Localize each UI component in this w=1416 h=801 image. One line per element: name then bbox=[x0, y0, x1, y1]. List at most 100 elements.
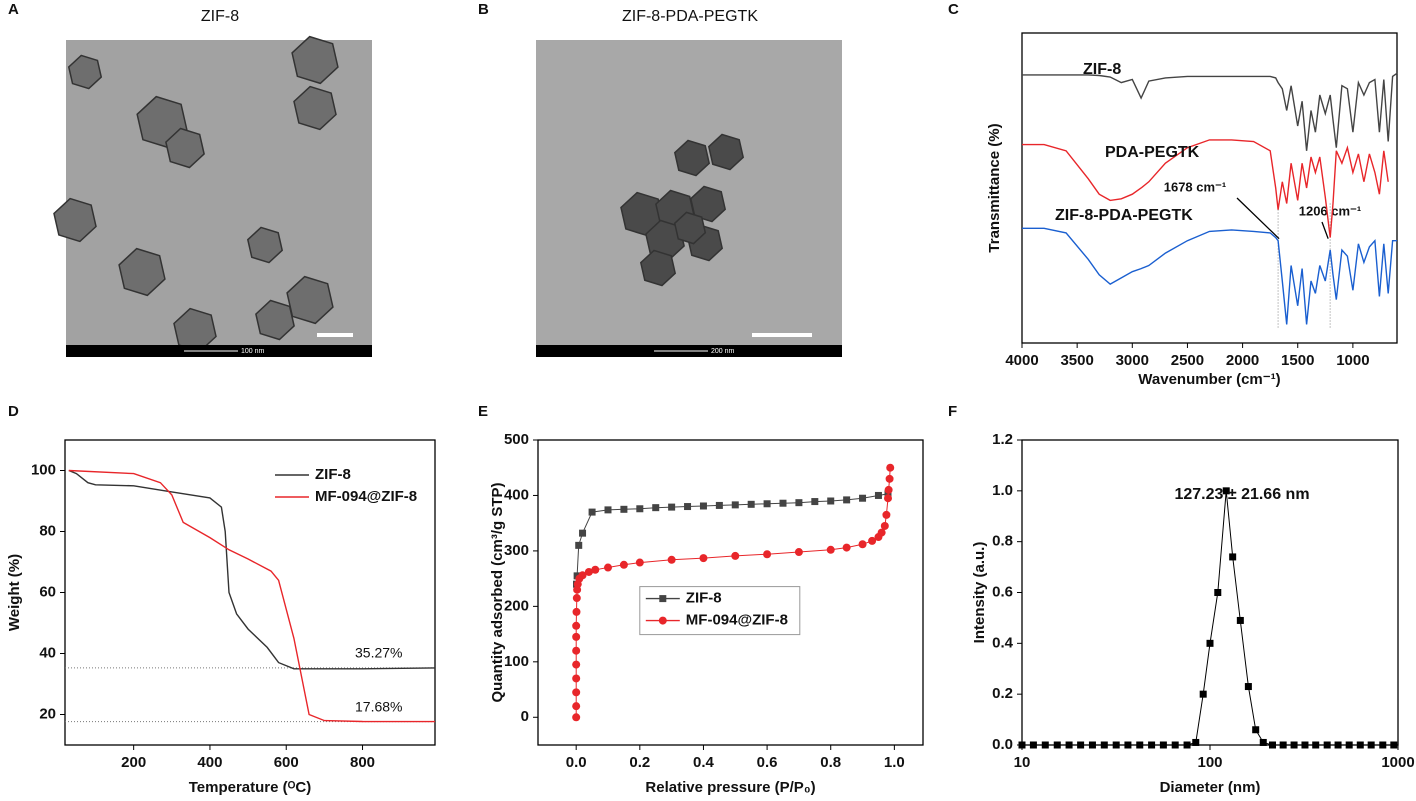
data-point bbox=[884, 485, 893, 494]
panel-label: F bbox=[948, 403, 957, 420]
data-point bbox=[880, 521, 889, 530]
y-axis-label: Weight (%) bbox=[6, 554, 23, 631]
data-point bbox=[1199, 690, 1207, 698]
annotation: 127.23 ± 21.66 nm bbox=[1174, 486, 1309, 503]
reference-label: 17.68% bbox=[355, 698, 402, 714]
data-point bbox=[1268, 741, 1276, 749]
data-point bbox=[588, 508, 596, 516]
data-point bbox=[1206, 639, 1214, 647]
data-point bbox=[652, 504, 660, 512]
data-point bbox=[827, 497, 835, 505]
x-tick-label: 0.8 bbox=[820, 754, 841, 771]
data-point bbox=[636, 505, 644, 513]
x-tick-label: 0.0 bbox=[566, 754, 587, 771]
data-point bbox=[572, 607, 581, 616]
y-tick-label: 100 bbox=[504, 653, 529, 670]
particle bbox=[255, 299, 295, 341]
particle bbox=[673, 139, 711, 177]
data-point bbox=[1065, 741, 1073, 749]
data-point bbox=[877, 528, 886, 537]
data-point bbox=[1279, 741, 1287, 749]
panel-label: D bbox=[8, 403, 19, 420]
x-tick-label: 10 bbox=[1014, 754, 1031, 771]
data-point bbox=[699, 554, 708, 563]
data-point bbox=[1236, 616, 1244, 624]
data-point bbox=[591, 565, 600, 574]
data-point bbox=[572, 660, 581, 669]
data-point bbox=[1290, 741, 1298, 749]
data-point bbox=[1192, 738, 1200, 746]
data-point bbox=[1334, 741, 1342, 749]
x-tick-label: 600 bbox=[274, 754, 299, 771]
data-point bbox=[572, 713, 581, 722]
series-line bbox=[1022, 490, 1394, 746]
data-point bbox=[794, 548, 803, 557]
data-point bbox=[1112, 741, 1120, 749]
legend-label: MF-094@ZIF-8 bbox=[686, 612, 788, 629]
x-axis-label: Relative pressure (P/P₀) bbox=[645, 779, 815, 796]
x-tick-label: 200 bbox=[121, 754, 146, 771]
data-point bbox=[882, 510, 891, 519]
particle bbox=[53, 197, 97, 243]
data-point bbox=[1244, 683, 1252, 691]
y-axis-label: Transmittance (%) bbox=[986, 123, 1003, 252]
data-point bbox=[604, 563, 612, 572]
data-point bbox=[1379, 741, 1387, 749]
plot-frame bbox=[537, 439, 924, 746]
data-point bbox=[572, 594, 581, 603]
data-point bbox=[747, 500, 755, 508]
x-tick-label: 4000 bbox=[1005, 352, 1038, 369]
y-tick-label: 400 bbox=[504, 486, 529, 503]
data-point bbox=[572, 621, 581, 630]
series-line bbox=[68, 469, 436, 670]
data-point bbox=[811, 498, 819, 506]
particle bbox=[293, 85, 337, 131]
data-point bbox=[1100, 741, 1108, 749]
particle bbox=[286, 275, 334, 325]
data-point bbox=[826, 545, 835, 554]
data-point bbox=[842, 543, 851, 552]
data-point bbox=[1259, 738, 1267, 746]
y-tick-label: 0.6 bbox=[992, 583, 1013, 600]
y-tick-label: 0 bbox=[521, 708, 529, 725]
x-tick-label: 2500 bbox=[1171, 352, 1204, 369]
y-axis-label: Quantity adsorbed (cm³/g STP) bbox=[489, 482, 506, 702]
data-point bbox=[1214, 589, 1222, 596]
series-line bbox=[1022, 72, 1398, 151]
series-label: PDA-PEGTK bbox=[1105, 144, 1200, 161]
series-line bbox=[68, 469, 436, 723]
data-point bbox=[1018, 741, 1026, 749]
marker-arrow bbox=[1236, 197, 1280, 240]
data-point bbox=[1077, 741, 1085, 749]
data-point bbox=[572, 688, 581, 697]
data-point bbox=[1252, 726, 1260, 734]
data-point bbox=[731, 501, 739, 509]
particle bbox=[67, 54, 103, 90]
x-tick-label: 1500 bbox=[1281, 352, 1314, 369]
data-point bbox=[874, 491, 882, 499]
particle bbox=[165, 127, 205, 169]
data-point bbox=[584, 567, 593, 576]
x-tick-label: 1000 bbox=[1336, 352, 1369, 369]
data-point bbox=[1229, 553, 1237, 561]
data-point bbox=[578, 571, 587, 580]
y-tick-label: 100 bbox=[31, 461, 56, 478]
legend-label: ZIF-8 bbox=[315, 466, 351, 483]
particle bbox=[707, 133, 745, 171]
data-point bbox=[884, 494, 892, 503]
data-point bbox=[715, 501, 723, 509]
data-point bbox=[763, 550, 772, 559]
particle bbox=[689, 185, 727, 223]
legend-label: ZIF-8 bbox=[686, 590, 722, 607]
y-tick-label: 200 bbox=[504, 597, 529, 614]
y-tick-label: 40 bbox=[39, 644, 56, 661]
x-tick-label: 0.4 bbox=[693, 754, 715, 771]
plot-frame bbox=[1021, 32, 1398, 344]
y-tick-label: 300 bbox=[504, 542, 529, 559]
x-tick-label: 3500 bbox=[1060, 352, 1093, 369]
scale-label: 200 nm bbox=[711, 348, 735, 355]
data-point bbox=[619, 560, 628, 569]
particle bbox=[246, 226, 284, 264]
image-title: ZIF-8 bbox=[201, 8, 239, 25]
